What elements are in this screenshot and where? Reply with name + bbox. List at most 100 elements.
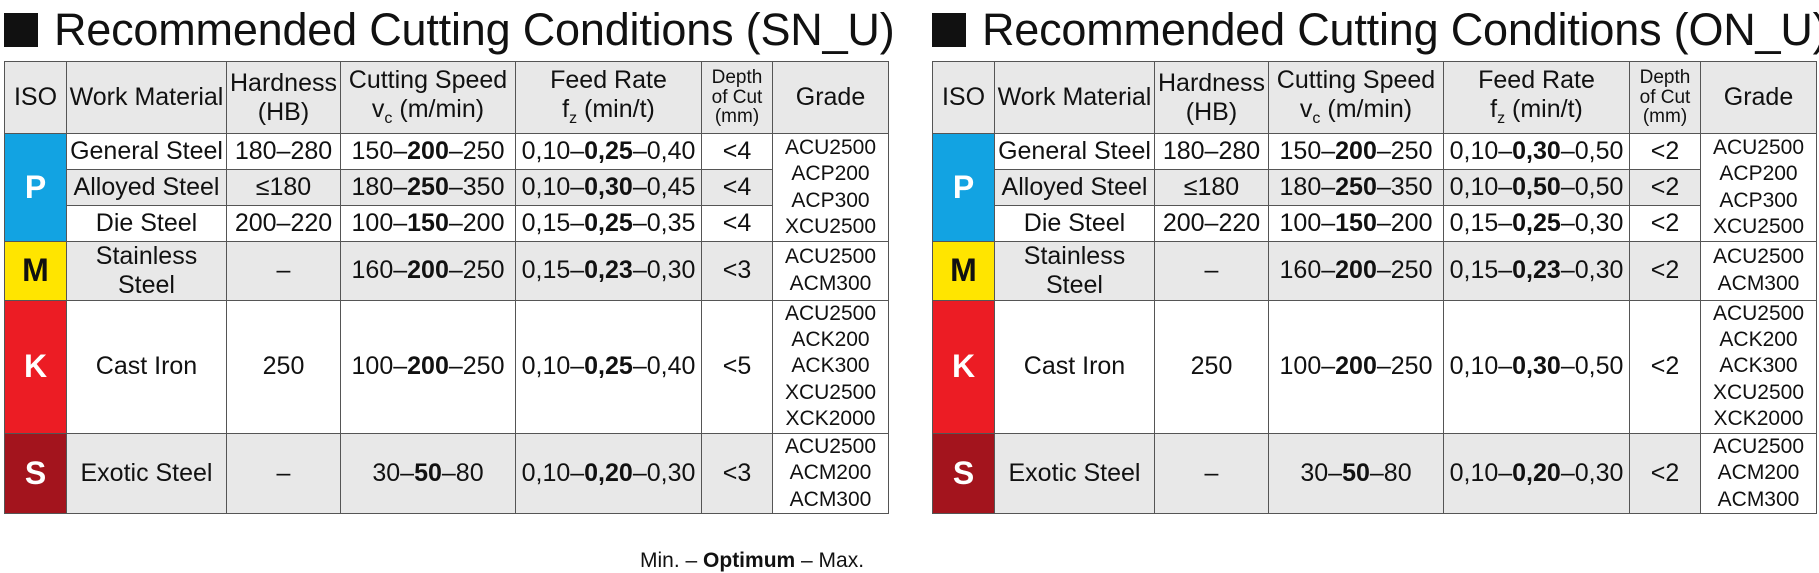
table-row: S Exotic Steel –30–50–80 0,10–0,20–0,30 <3 AC… — [4, 432, 889, 515]
feed-optimum: 0,50 — [1512, 173, 1561, 202]
work-material-header: Work Material — [66, 61, 227, 134]
feed-min: 0,10– — [1449, 459, 1513, 488]
table-row: M Stainless Steel –160–200–250 0,15–0,23–0,… — [4, 241, 889, 301]
grade-cell: ACU2500 ACM200 ACM300 — [772, 432, 889, 515]
cutting-conditions-panel-sn: Recommended Cutting Conditions (SN_U) IS… — [4, 0, 895, 515]
feed-max: –0,30 — [1560, 209, 1624, 238]
feed-rate-cell: 0,10–0,30–0,50 — [1443, 133, 1630, 170]
speed-min: 30– — [1300, 459, 1343, 488]
iso-badge: S — [932, 432, 995, 515]
feed-min: 0,10– — [521, 137, 585, 166]
hardness-cell: – — [1154, 241, 1269, 301]
feed-optimum: 0,25 — [584, 137, 633, 166]
hardness-cell: – — [1154, 432, 1269, 515]
grade-cell: ACU2500 ACP200 ACP300 XCU2500 — [1700, 133, 1817, 242]
panel-title: Recommended Cutting Conditions (ON_U) — [932, 2, 1819, 58]
table-row: Alloyed Steel ≤180 180–250–350 0,10–0,30–0,… — [5, 169, 889, 206]
grade-cell: ACU2500 ACK200 ACK300 XCU2500 XCK2000 — [1700, 299, 1817, 434]
speed-optimum: 200 — [1335, 256, 1377, 285]
feed-rate-cell: 0,10–0,25–0,40 — [515, 133, 702, 170]
work-material-cell: Alloyed Steel — [66, 169, 227, 206]
cutting-speed-cell: 180–250–350 — [1268, 169, 1444, 206]
cutting-conditions-panel-on: Recommended Cutting Conditions (ON_U) IS… — [932, 0, 1819, 515]
feed-optimum: 0,30 — [1512, 137, 1561, 166]
feed-max: –0,50 — [1560, 173, 1624, 202]
table-row: Die Steel 200–220 100–150–200 0,15–0,25–0,3… — [5, 205, 889, 242]
feed-max: –0,30 — [632, 459, 696, 488]
cutting-speed-cell: 100–150–200 — [340, 205, 516, 242]
panel-title-text: Recommended Cutting Conditions (ON_U) — [982, 4, 1819, 55]
speed-min: 100– — [1279, 352, 1336, 381]
hardness-cell: 250 — [1154, 299, 1269, 434]
depth-of-cut-cell: <2 — [1629, 205, 1701, 242]
feed-optimum: 0,25 — [1512, 209, 1561, 238]
feed-rate-cell: 0,15–0,25–0,35 — [515, 205, 702, 242]
feed-rate-cell: 0,15–0,23–0,30 — [515, 241, 702, 301]
feed-max: –0,30 — [1560, 459, 1624, 488]
work-material-cell: Exotic Steel — [66, 432, 227, 515]
work-material-cell: Die Steel — [66, 205, 227, 242]
feed-rate-cell: 0,10–0,20–0,30 — [1443, 432, 1630, 515]
speed-min: 160– — [1279, 256, 1336, 285]
cutting-speed-cell: 100–200–250 — [1268, 299, 1444, 434]
grade-cell: ACU2500 ACP200 ACP300 XCU2500 — [772, 133, 889, 242]
work-material-cell: General Steel — [66, 133, 227, 170]
speed-optimum: 200 — [1335, 352, 1377, 381]
feed-min: 0,15– — [1449, 209, 1513, 238]
iso-badge: S — [4, 432, 67, 515]
depth-of-cut-cell: <3 — [701, 432, 773, 515]
table-row: Die Steel 200–220 100–150–200 0,15–0,25–0,3… — [933, 205, 1817, 242]
header-row: ISO Work Material Hardness (HB) Cutting … — [4, 61, 889, 134]
header-row: ISO Work Material Hardness (HB) Cutting … — [932, 61, 1817, 134]
feed-rate-cell: 0,15–0,23–0,30 — [1443, 241, 1630, 301]
cutting-conditions-table: ISO Work Material Hardness (HB) Cutting … — [4, 61, 889, 515]
work-material-cell: Alloyed Steel — [994, 169, 1155, 206]
iso-badge: M — [4, 241, 67, 301]
iso-badge: M — [932, 241, 995, 301]
grade-cell: ACU2500 ACM200 ACM300 — [1700, 432, 1817, 515]
depth-of-cut-cell: <4 — [701, 133, 773, 170]
cutting-speed-header: Cutting Speed vc (m/min) — [340, 61, 516, 134]
work-material-cell: Stainless Steel — [66, 241, 227, 301]
work-material-cell: General Steel — [994, 133, 1155, 170]
speed-max: –350 — [1376, 173, 1433, 202]
table-row: S Exotic Steel –30–50–80 0,10–0,20–0,30 <2 AC… — [932, 432, 1817, 515]
speed-max: –200 — [1376, 209, 1433, 238]
work-material-header: Work Material — [994, 61, 1155, 134]
speed-max: –200 — [448, 209, 505, 238]
speed-min: 180– — [1279, 173, 1336, 202]
hardness-header: Hardness (HB) — [226, 61, 341, 134]
feed-max: –0,35 — [632, 209, 696, 238]
feed-rate-header: Feed Rate fz (min/t) — [1443, 61, 1630, 134]
depth-of-cut-cell: <4 — [701, 205, 773, 242]
speed-min: 100– — [1279, 209, 1336, 238]
feed-max: –0,40 — [632, 137, 696, 166]
speed-min: 150– — [351, 137, 408, 166]
speed-optimum: 50 — [414, 459, 442, 488]
feed-max: –0,45 — [632, 173, 696, 202]
iso-badge: K — [932, 299, 995, 434]
feed-optimum: 0,20 — [584, 459, 633, 488]
iso-header: ISO — [4, 61, 67, 134]
table-row: P General Steel 180–280 150–200–250 0,10–0,3… — [932, 133, 1817, 242]
legend-footnote: Min. – Optimum – Max. — [640, 549, 865, 572]
iso-badge: P — [4, 133, 67, 242]
feed-rate-cell: 0,10–0,30–0,50 — [1443, 299, 1630, 434]
feed-max: –0,30 — [1560, 256, 1624, 285]
cutting-speed-header: Cutting Speed vc (m/min) — [1268, 61, 1444, 134]
feed-min: 0,15– — [1449, 256, 1513, 285]
speed-max: –250 — [448, 137, 505, 166]
feed-optimum: 0,20 — [1512, 459, 1561, 488]
hardness-cell: 180–280 — [1154, 133, 1269, 170]
black-square-icon — [932, 13, 966, 47]
iso-badge: K — [4, 299, 67, 434]
feed-rate-header: Feed Rate fz (min/t) — [515, 61, 702, 134]
feed-optimum: 0,30 — [1512, 352, 1561, 381]
black-square-icon — [4, 13, 38, 47]
feed-rate-cell: 0,10–0,20–0,30 — [515, 432, 702, 515]
speed-min: 160– — [351, 256, 408, 285]
table-row: Alloyed Steel ≤180 180–250–350 0,10–0,50–0,… — [933, 169, 1817, 206]
depth-of-cut-header: Depth of Cut (mm) — [701, 61, 773, 134]
work-material-cell: Cast Iron — [66, 299, 227, 434]
speed-max: –250 — [1376, 137, 1433, 166]
